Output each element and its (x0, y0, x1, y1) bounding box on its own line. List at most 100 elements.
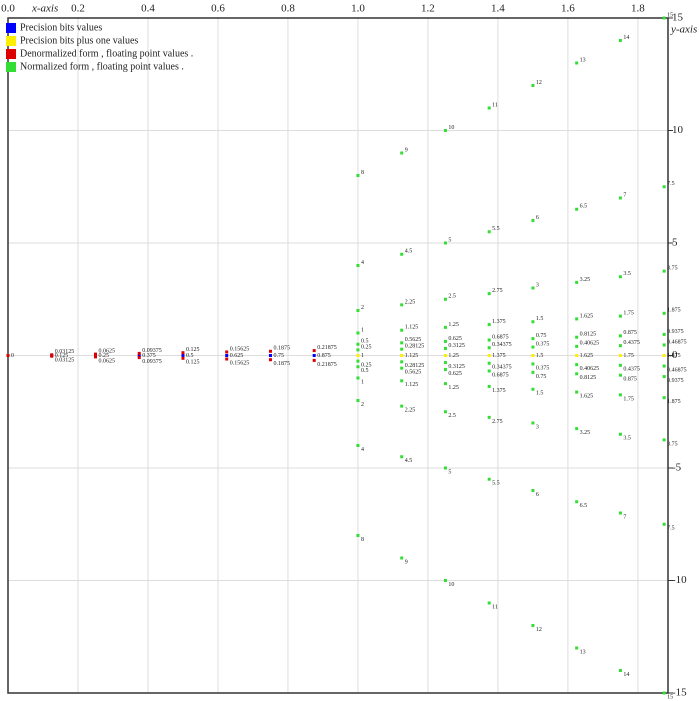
data-point (618, 314, 622, 318)
data-label: 1.25 (448, 322, 459, 328)
data-point (356, 264, 360, 267)
data-point (443, 339, 447, 343)
data-point (618, 363, 622, 367)
data-point (531, 362, 535, 366)
data-point (400, 151, 404, 155)
data-point (618, 432, 622, 436)
data-label: 2.75 (492, 288, 503, 294)
data-point (662, 438, 666, 442)
data-label: 0.375 (536, 365, 550, 371)
data-point (487, 338, 491, 342)
data-point (181, 356, 185, 360)
data-point (575, 390, 579, 394)
data-label: 0.03125 (55, 349, 75, 355)
data-point (443, 346, 447, 350)
data-point (487, 354, 491, 357)
data-point (487, 477, 491, 481)
data-point (662, 311, 666, 315)
legend-swatch (6, 36, 16, 46)
data-label: 0.5 (361, 339, 369, 345)
data-label: 0.125 (55, 353, 69, 359)
data-label: 3.75 (667, 266, 678, 272)
data-point (443, 241, 447, 245)
data-point (356, 331, 360, 335)
data-label: 0.875 (317, 353, 331, 359)
data-label: 0.125 (186, 347, 200, 353)
x-tick-label: 0.8 (281, 3, 295, 15)
data-point (400, 328, 404, 332)
data-label: 6.5 (580, 204, 588, 210)
data-label: 6 (536, 215, 539, 221)
data-label: 0.9375 (667, 378, 684, 384)
legend-label: Precision bits plus one values (20, 35, 138, 46)
y-tick-label: 10 (672, 124, 684, 136)
data-label: 13 (580, 649, 586, 655)
data-point (443, 129, 447, 132)
data-label: 1.75 (623, 396, 634, 402)
data-point (531, 624, 535, 627)
data-point (531, 370, 535, 374)
data-point (531, 354, 535, 357)
x-tick-label: 0.2 (71, 3, 85, 15)
x-tick-label: 1.6 (561, 3, 575, 15)
data-label: 0.46875 (667, 367, 687, 373)
data-point (225, 354, 229, 357)
data-label: 0.75 (536, 374, 547, 380)
data-label: 3.75 (667, 441, 678, 447)
data-label: 0.8125 (580, 375, 597, 381)
data-point (531, 421, 535, 425)
data-label: 14 (623, 35, 629, 41)
y-tick-label: 15 (672, 12, 684, 24)
data-label: 1.5 (536, 353, 544, 359)
data-label: 1 (361, 327, 364, 333)
data-point (356, 376, 360, 380)
data-point (400, 556, 404, 560)
data-point (443, 382, 447, 386)
data-point (443, 579, 447, 582)
data-label: 1.625 (580, 353, 594, 359)
data-point (443, 361, 447, 365)
data-point (575, 427, 579, 431)
data-label: 0.09375 (142, 359, 162, 365)
data-label: 1 (361, 379, 364, 385)
data-label: 3.5 (623, 271, 631, 277)
data-label: 2.75 (492, 419, 503, 425)
data-label: 1.875 (667, 353, 681, 359)
data-point (312, 349, 316, 353)
data-label: 0.1875 (273, 346, 290, 352)
data-label: 5 (448, 469, 451, 475)
data-label: 0.6875 (492, 372, 509, 378)
data-label: 0.15625 (230, 346, 250, 352)
data-label: 10 (448, 582, 454, 588)
data-label: 1.375 (492, 388, 506, 394)
data-point (268, 349, 272, 353)
data-point (356, 444, 360, 447)
data-point (662, 396, 666, 400)
data-label: 1.375 (492, 319, 506, 325)
y-tick-label: -5 (672, 462, 682, 474)
data-point (225, 357, 229, 361)
data-point (6, 354, 10, 357)
y-tick-label: -15 (672, 687, 687, 699)
data-label: 11 (492, 102, 498, 108)
data-label: 1.875 (667, 308, 681, 314)
data-label: 0.03125 (55, 358, 75, 364)
data-point (575, 317, 579, 321)
data-point (400, 379, 404, 383)
data-label: 13 (580, 57, 586, 63)
data-label: 9 (405, 147, 408, 153)
data-point (356, 174, 360, 177)
data-point (487, 415, 491, 419)
data-label: 0.8125 (580, 332, 597, 338)
data-point (487, 292, 491, 296)
data-point (443, 410, 447, 414)
data-label: 0.625 (448, 336, 462, 342)
data-point (618, 354, 622, 357)
data-point (575, 335, 579, 339)
data-label: 3.5 (623, 436, 631, 442)
data-point (618, 334, 622, 338)
data-point (400, 404, 404, 408)
data-label: 0.875 (623, 377, 637, 383)
data-label: 0.375 (536, 341, 550, 347)
data-point (137, 351, 141, 355)
